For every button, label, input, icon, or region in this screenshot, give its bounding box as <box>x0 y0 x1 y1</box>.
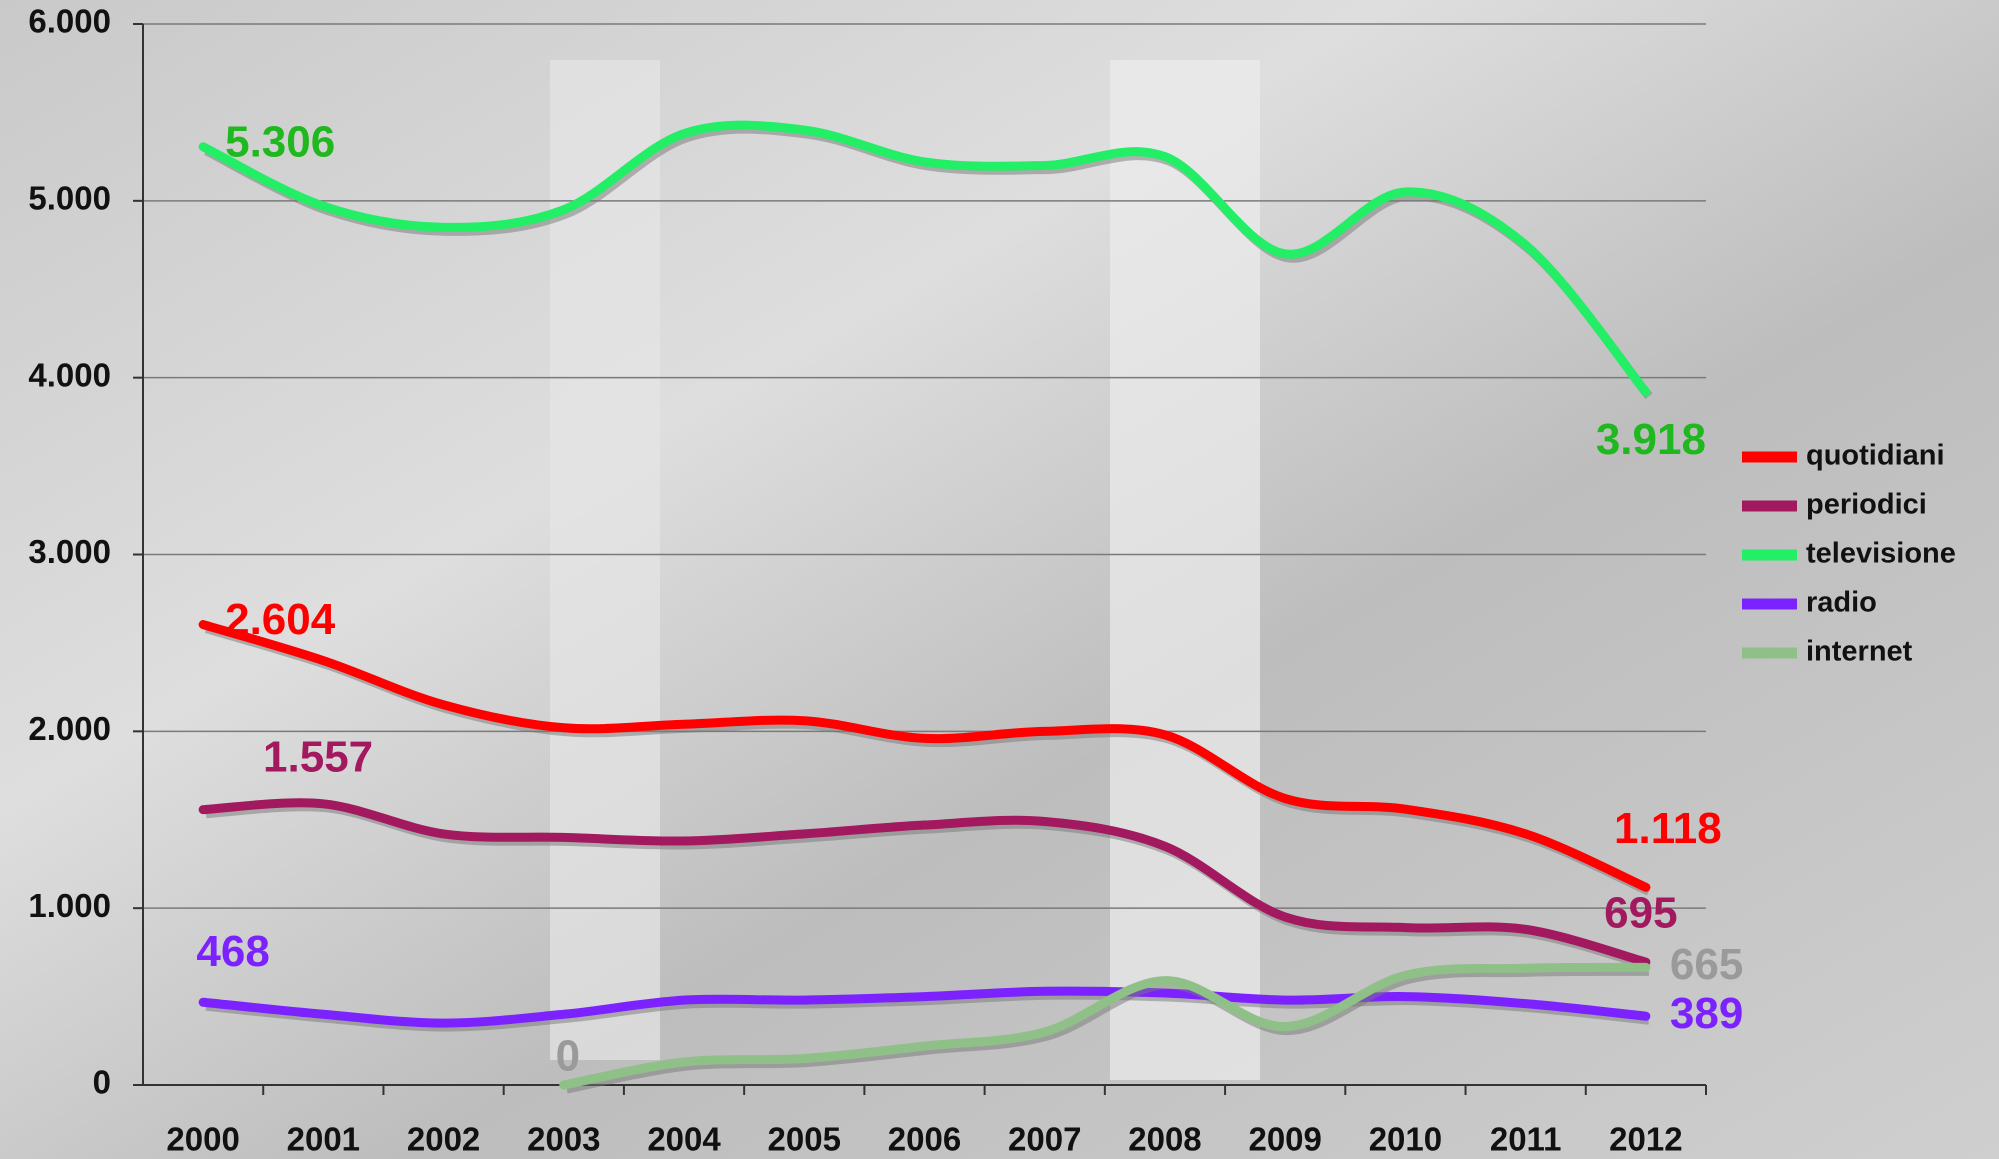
legend-label: televisione <box>1806 538 1956 570</box>
data-label: 3.918 <box>1596 415 1706 464</box>
y-tick-label: 0 <box>93 1064 111 1101</box>
data-label: 2.604 <box>225 595 336 644</box>
series-line <box>198 798 1651 967</box>
data-label: 468 <box>196 927 269 976</box>
x-tick-label: 2005 <box>768 1121 841 1158</box>
x-tick-label: 2009 <box>1248 1121 1321 1158</box>
data-label: 1.118 <box>1614 804 1722 853</box>
x-tick-label: 2008 <box>1128 1121 1201 1158</box>
y-tick-label: 2.000 <box>28 710 111 747</box>
data-label: 695 <box>1604 889 1677 938</box>
legend-label: radio <box>1806 587 1877 619</box>
x-tick-label: 2006 <box>888 1121 961 1158</box>
x-tick-label: 2007 <box>1008 1121 1081 1158</box>
y-tick-label: 1.000 <box>28 887 111 924</box>
legend-label: internet <box>1806 636 1913 668</box>
data-label: 665 <box>1670 940 1743 989</box>
y-tick-label: 4.000 <box>28 356 111 393</box>
data-label: 389 <box>1670 989 1743 1038</box>
x-tick-label: 2012 <box>1609 1121 1682 1158</box>
x-tick-label: 2011 <box>1490 1121 1562 1158</box>
y-tick-label: 3.000 <box>28 533 111 570</box>
y-tick-label: 5.000 <box>28 180 111 217</box>
series-line <box>559 962 1651 1090</box>
data-label: 5.306 <box>225 117 335 166</box>
x-tick-label: 2000 <box>166 1121 239 1158</box>
x-tick-label: 2002 <box>407 1121 480 1158</box>
data-label: 1.557 <box>263 732 373 781</box>
y-tick-label: 6.000 <box>28 3 111 40</box>
legend-label: periodici <box>1806 489 1927 521</box>
background-decoration <box>1110 60 1260 1080</box>
x-tick-label: 2010 <box>1369 1121 1442 1158</box>
legend-label: quotidiani <box>1806 440 1945 472</box>
series-line <box>198 120 1651 397</box>
x-tick-label: 2004 <box>647 1121 721 1158</box>
x-tick-label: 2003 <box>527 1121 600 1158</box>
series-line <box>198 620 1651 892</box>
x-tick-label: 2001 <box>287 1121 360 1158</box>
series-line <box>198 986 1651 1028</box>
data-label: 0 <box>556 1032 580 1081</box>
background-decoration <box>550 60 660 1060</box>
